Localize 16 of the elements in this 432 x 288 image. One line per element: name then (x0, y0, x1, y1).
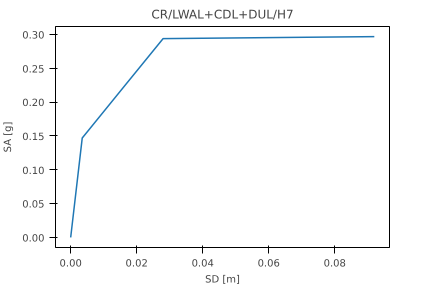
chart-title: CR/LWAL+CDL+DUL/H7 (151, 8, 294, 22)
x-tick-label: 0.02 (126, 258, 148, 270)
x-tick-label: 0.08 (324, 258, 346, 270)
y-tick-label: 0.15 (22, 132, 44, 143)
x-tick-label: 0.00 (60, 258, 82, 270)
y-tick-label: 0.25 (22, 64, 44, 76)
y-tick-label: 0.00 (22, 233, 44, 244)
line-series (70, 36, 376, 238)
x-tick-label: 0.06 (258, 258, 280, 270)
y-tick-label: 0.05 (22, 200, 44, 211)
y-tick-label: 0.10 (22, 166, 44, 177)
y-axis-title: SA [g] (3, 122, 14, 152)
x-axis-title: SD [m] (205, 274, 240, 286)
y-tick-label: 0.20 (22, 98, 44, 110)
y-tick-label: 0.30 (22, 30, 44, 42)
x-tick-label: 0.04 (192, 258, 214, 270)
